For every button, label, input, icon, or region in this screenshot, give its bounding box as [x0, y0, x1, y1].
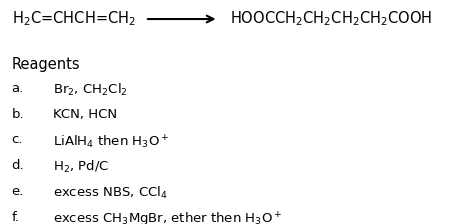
Text: excess CH$_3$MgBr, ether then H$_3$O$^+$: excess CH$_3$MgBr, ether then H$_3$O$^+$: [53, 211, 281, 224]
Text: H$_2$C=CHCH=CH$_2$: H$_2$C=CHCH=CH$_2$: [11, 10, 135, 28]
Text: excess NBS, CCl$_4$: excess NBS, CCl$_4$: [53, 185, 168, 201]
Text: e.: e.: [11, 185, 24, 198]
Text: KCN, HCN: KCN, HCN: [53, 108, 117, 121]
Text: H$_2$, Pd/C: H$_2$, Pd/C: [53, 159, 109, 175]
Text: f.: f.: [11, 211, 19, 224]
Text: b.: b.: [11, 108, 24, 121]
Text: c.: c.: [11, 133, 23, 146]
Text: Br$_2$, CH$_2$Cl$_2$: Br$_2$, CH$_2$Cl$_2$: [53, 82, 128, 98]
Text: Reagents: Reagents: [11, 57, 80, 72]
Text: a.: a.: [11, 82, 24, 95]
Text: d.: d.: [11, 159, 24, 172]
Text: LiAlH$_4$ then H$_3$O$^+$: LiAlH$_4$ then H$_3$O$^+$: [53, 133, 169, 151]
Text: HOOCC$\mathregular{H_2}$C$\mathregular{H_2}$C$\mathregular{H_2}$C$\mathregular{H: HOOCC$\mathregular{H_2}$C$\mathregular{H…: [230, 10, 431, 28]
